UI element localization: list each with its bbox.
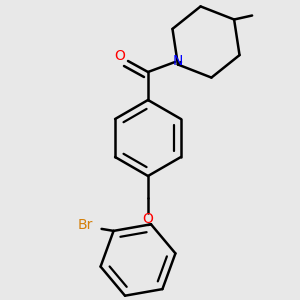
Text: Br: Br: [78, 218, 93, 232]
Text: O: O: [142, 212, 153, 226]
Text: N: N: [173, 54, 183, 68]
Text: O: O: [115, 49, 125, 63]
